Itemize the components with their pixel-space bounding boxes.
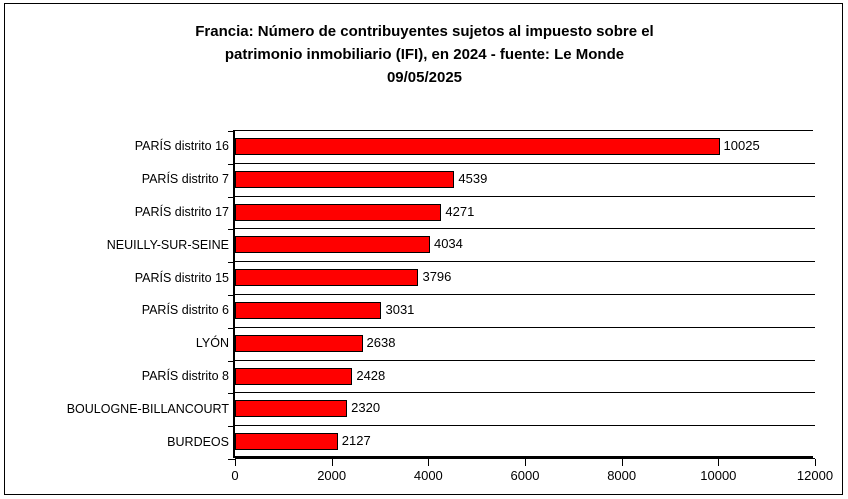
y-axis-tick: [228, 196, 235, 198]
y-axis-tick: [228, 393, 235, 395]
x-axis-tick: [815, 459, 816, 466]
bar[interactable]: [235, 367, 353, 385]
category-row: [235, 361, 815, 394]
category-label: PARÍS distrito 16: [134, 139, 229, 154]
category-label: PARÍS distrito 8: [141, 369, 229, 383]
category-label: LYÓN: [195, 336, 229, 351]
bar-value-label: 10025: [723, 137, 760, 153]
y-axis-tick: [228, 131, 235, 132]
bar[interactable]: [235, 334, 363, 352]
x-axis-tick: [621, 459, 623, 466]
chart-title-line-1: Francia: Número de contribuyentes sujeto…: [195, 23, 654, 40]
x-axis-tick: [331, 459, 333, 466]
category-row: [235, 229, 815, 263]
x-axis-tick-label: 4000: [413, 468, 443, 483]
x-axis-tick-label: 0: [231, 468, 239, 483]
bar-value-label: 3796: [422, 269, 452, 285]
bar-value-label: 4539: [458, 170, 488, 186]
y-axis-tick: [228, 229, 235, 231]
bar-value-label: 2320: [351, 400, 381, 416]
category-row: [235, 164, 815, 197]
category-label: NEUILLY-SUR-SEINE: [106, 237, 229, 252]
x-axis-tick-label: 8000: [607, 468, 637, 483]
chart-title: Francia: Número de contribuyentes sujeto…: [5, 20, 844, 89]
x-axis-tick: [235, 459, 236, 466]
category-label: PARÍS distrito 7: [141, 172, 229, 187]
category-row: [235, 262, 815, 295]
y-axis-tick: [228, 327, 235, 329]
y-axis-tick: [228, 426, 235, 428]
bar[interactable]: [235, 170, 455, 188]
bar[interactable]: [235, 269, 419, 287]
y-axis-tick: [228, 360, 235, 362]
category-row: [235, 131, 815, 164]
bar[interactable]: [235, 236, 430, 254]
bar[interactable]: [235, 400, 348, 418]
y-axis-tick: [228, 262, 235, 264]
chart-frame: Francia: Número de contribuyentes sujeto…: [4, 3, 843, 495]
x-axis-tick-label: 6000: [510, 468, 540, 483]
category-row: [235, 295, 815, 328]
x-axis-tick-label: 2000: [317, 468, 347, 483]
y-axis-tick: [228, 295, 235, 296]
y-axis-tick: [228, 459, 235, 460]
bar-value-label: 2127: [341, 433, 371, 449]
bar-value-label: 4271: [445, 203, 475, 219]
x-axis-tick-label: 12000: [796, 468, 834, 483]
bar-value-label: 2638: [366, 334, 396, 350]
bar-value-label: 4034: [433, 236, 463, 252]
chart-title-line-2: patrimonio inmobiliario (IFI), en 2024 -…: [224, 46, 625, 63]
category-label: PARÍS distrito 17: [134, 205, 229, 219]
x-axis-tick: [428, 459, 430, 466]
plot-area: 10025 4539 4271 4034 3796 3031 2638 2428 2320 212…: [228, 130, 833, 483]
category-row: [235, 197, 815, 230]
category-label: PARÍS distrito 6: [141, 303, 229, 318]
bar-value-label: 2428: [356, 367, 386, 383]
y-axis-tick: [228, 163, 235, 165]
category-row: [235, 393, 815, 427]
x-axis-tick: [525, 459, 526, 466]
category-row: [235, 426, 815, 459]
bar[interactable]: [235, 433, 338, 451]
chart-title-line-3: 09/05/2025: [386, 69, 463, 86]
bar[interactable]: [235, 301, 382, 319]
category-row: [235, 328, 815, 361]
x-axis-tick: [718, 459, 720, 466]
category-label: BURDEOS: [167, 434, 229, 449]
x-axis-tick-label: 10000: [700, 468, 737, 483]
bar[interactable]: [235, 137, 720, 155]
category-label: PARÍS distrito 15: [134, 270, 229, 285]
bar-value-label: 3031: [385, 301, 415, 317]
category-label: BOULOGNE-BILLANCOURT: [66, 401, 229, 416]
bar[interactable]: [235, 203, 442, 221]
